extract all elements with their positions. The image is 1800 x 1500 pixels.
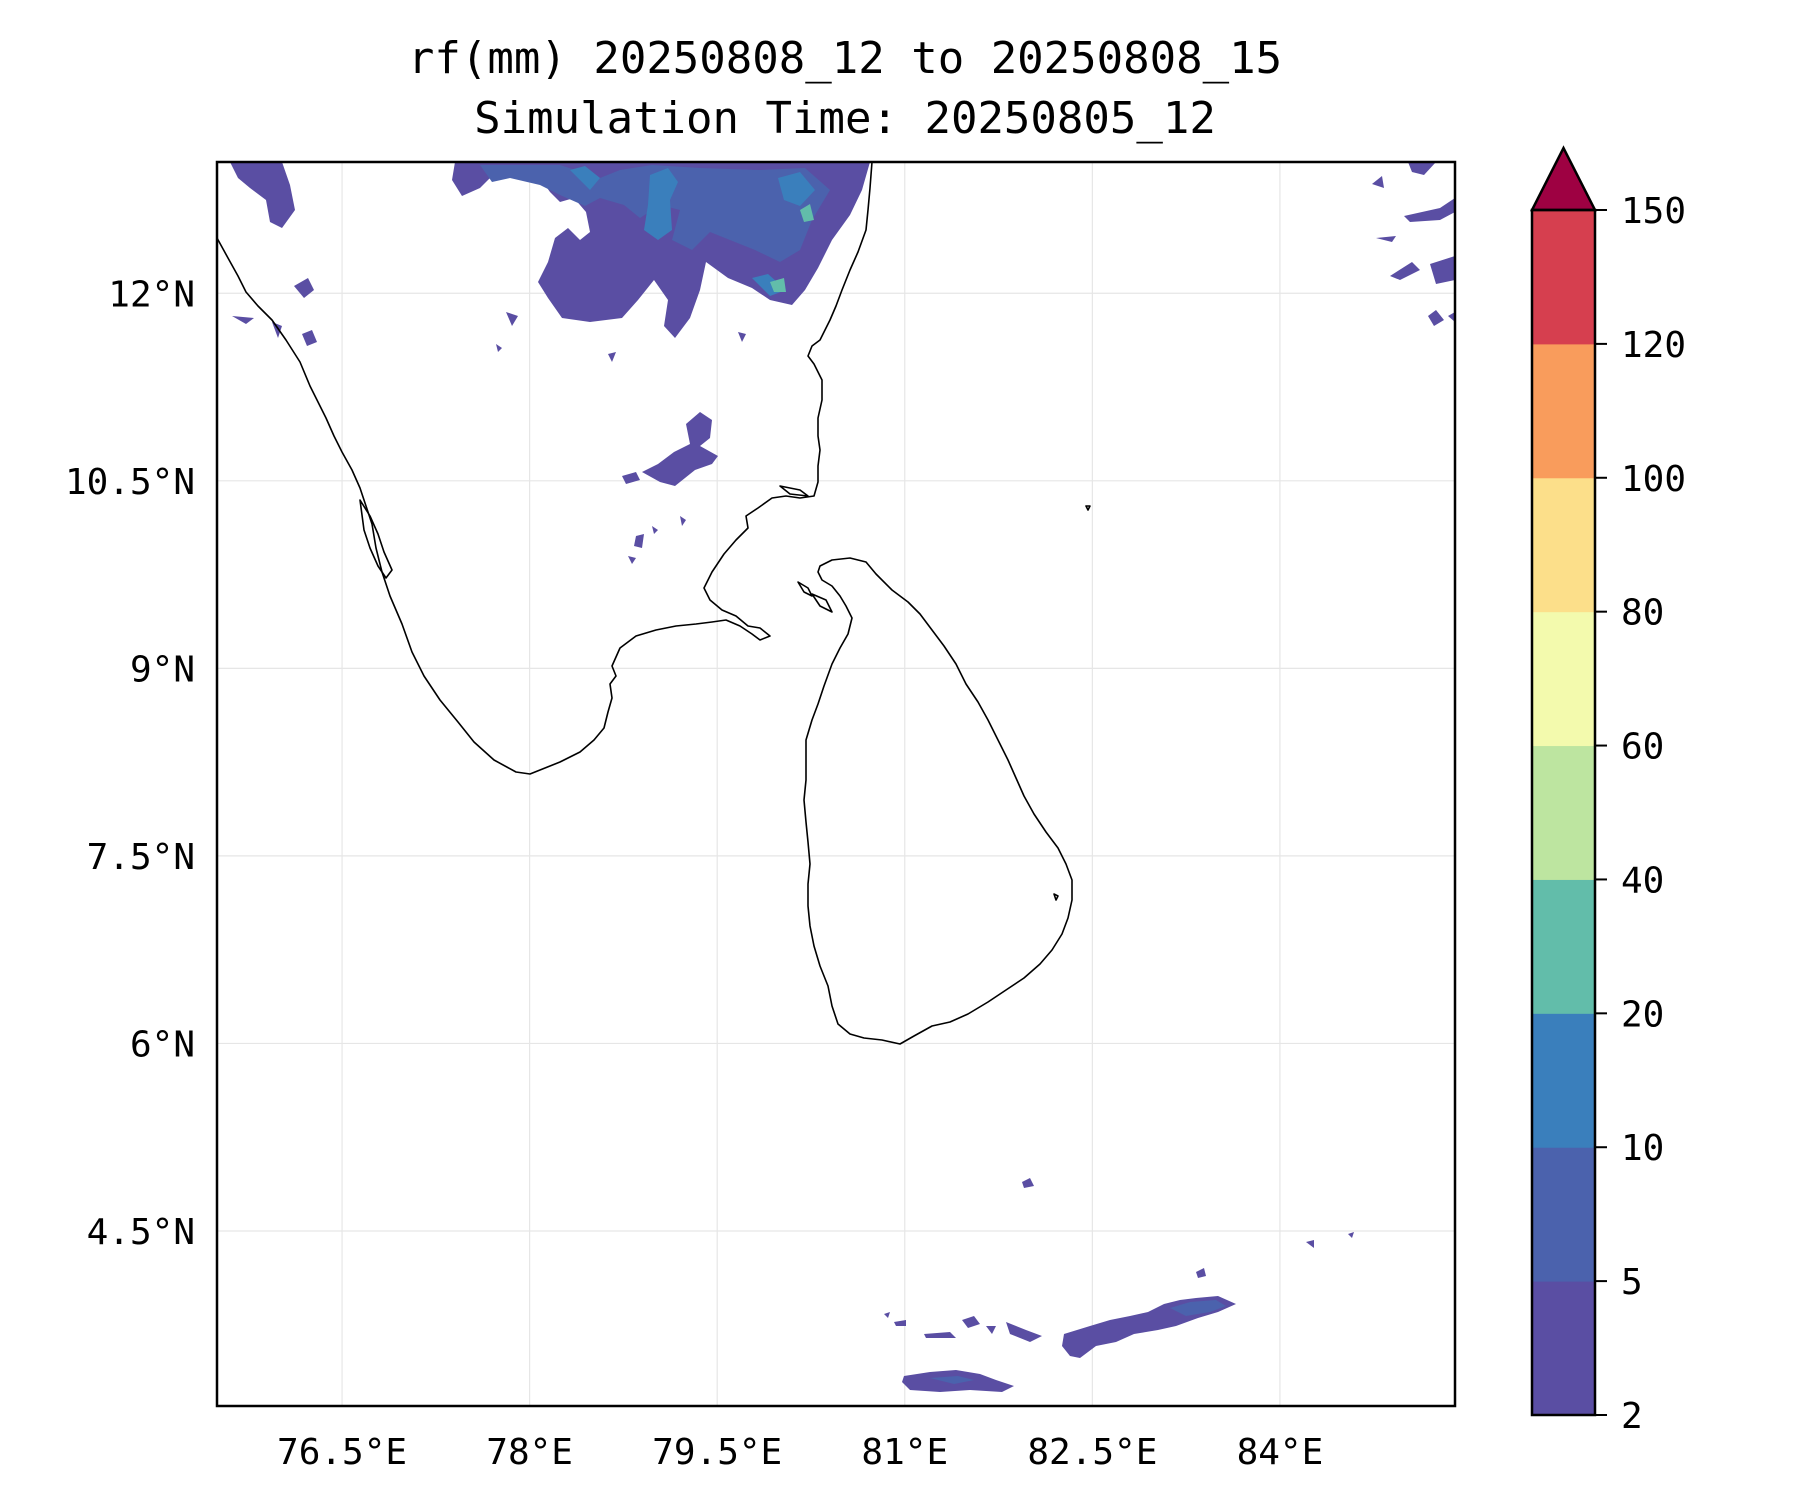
rain-cell xyxy=(1376,236,1396,242)
rain-cell xyxy=(884,1312,890,1318)
rain-cell xyxy=(480,165,830,262)
rain-cell xyxy=(634,534,644,548)
colorbar-segment xyxy=(1532,879,1595,1014)
rain-cell xyxy=(800,204,814,222)
rain-cell xyxy=(930,1376,974,1384)
rain-cell xyxy=(496,344,502,352)
rain-cell xyxy=(894,1320,906,1326)
rain-cell xyxy=(778,172,815,206)
colorbar-segment xyxy=(1532,477,1595,613)
x-tick-label: 81°E xyxy=(861,1432,948,1473)
colorbar-segment xyxy=(1532,1013,1595,1148)
colorbar-tick-label: 80 xyxy=(1621,593,1664,634)
rain-cell xyxy=(924,1332,956,1338)
rain-cell xyxy=(652,526,658,534)
rain-cell xyxy=(1306,1240,1314,1248)
rain-cell xyxy=(738,332,746,342)
colorbar-segment xyxy=(1532,1281,1595,1416)
coastline-india xyxy=(217,162,873,775)
chart-title-line-1: rf(mm) 20250808_12 to 20250808_15 xyxy=(407,33,1283,84)
x-tick-label: 84°E xyxy=(1237,1432,1324,1473)
rain-cell xyxy=(608,352,616,362)
map-gridlines xyxy=(217,162,1455,1406)
rain-cell xyxy=(680,516,686,526)
colorbar-tick-label: 5 xyxy=(1621,1262,1643,1303)
rain-cell xyxy=(1006,1322,1042,1342)
y-tick-label: 4.5°N xyxy=(87,1212,195,1253)
colorbar-tick-label: 60 xyxy=(1621,727,1664,768)
colorbar-tick-label: 40 xyxy=(1621,860,1664,901)
y-tick-label: 6°N xyxy=(130,1024,195,1065)
colorbar-segment xyxy=(1532,210,1595,345)
colorbar-tick-label: 2 xyxy=(1621,1396,1643,1437)
y-tick-label: 12°N xyxy=(108,274,195,315)
coastline-islet xyxy=(1053,893,1059,901)
x-tick-label: 82.5°E xyxy=(1027,1432,1157,1473)
chart-title-line-2: Simulation Time: 20250805_12 xyxy=(474,93,1216,144)
y-tick-label: 9°N xyxy=(130,649,195,690)
rain-cell xyxy=(1170,1300,1226,1316)
rain-cell xyxy=(1404,198,1455,222)
y-axis: 12°N 10.5°N 9°N 7.5°N 6°N 4.5°N xyxy=(65,274,195,1253)
rain-cell xyxy=(1196,1268,1206,1278)
colorbar-segment xyxy=(1532,1147,1595,1282)
rain-cell xyxy=(272,322,282,338)
coastline-islet xyxy=(1085,505,1091,511)
x-tick-label: 78°E xyxy=(486,1432,573,1473)
colorbar-tick-label: 100 xyxy=(1621,459,1686,500)
colorbar-tick-label: 120 xyxy=(1621,325,1686,366)
rain-cell xyxy=(1390,262,1420,280)
rain-cell xyxy=(506,312,518,326)
rainfall-contours xyxy=(230,162,1455,1392)
coastline-palk-island xyxy=(797,581,813,597)
map-frame xyxy=(215,160,1457,1408)
x-axis: 76.5°E 78°E 79.5°E 81°E 82.5°E 84°E xyxy=(277,1432,1323,1473)
colorbar-tick-label: 10 xyxy=(1621,1128,1664,1169)
coastline-palk-island xyxy=(811,593,833,613)
coastlines xyxy=(217,162,1091,1045)
rain-cell xyxy=(1408,162,1436,175)
colorbar-segment xyxy=(1532,611,1595,747)
rain-cell xyxy=(230,162,295,228)
rain-cell xyxy=(642,412,718,486)
colorbar: 2 5 10 20 40 60 80 100 120 150 xyxy=(1529,145,1686,1437)
rain-cell xyxy=(302,330,317,346)
coastline-islet xyxy=(779,485,809,497)
coastline-sri-lanka xyxy=(803,557,1073,1045)
x-tick-label: 76.5°E xyxy=(277,1432,407,1473)
rain-cell xyxy=(1448,312,1455,322)
map-content xyxy=(217,162,1455,1392)
rain-cell xyxy=(1348,1232,1354,1238)
y-tick-label: 10.5°N xyxy=(65,462,195,503)
rain-cell xyxy=(1372,176,1384,188)
colorbar-segment xyxy=(1532,343,1595,479)
colorbar-tick-label: 150 xyxy=(1621,191,1686,232)
rain-cell xyxy=(644,168,678,240)
rain-cell xyxy=(1022,1178,1034,1188)
rain-cell xyxy=(294,278,314,298)
x-tick-label: 79.5°E xyxy=(652,1432,782,1473)
rain-cell xyxy=(1430,256,1455,284)
colorbar-frame xyxy=(1530,208,1597,1417)
colorbar-segment xyxy=(1532,745,1595,880)
rain-cell xyxy=(770,278,786,292)
coastline-kerala-backwater xyxy=(359,499,393,579)
rain-cell xyxy=(1428,310,1444,326)
rain-cell xyxy=(628,556,636,564)
rain-cell xyxy=(570,166,600,190)
rain-cell xyxy=(622,472,640,484)
colorbar-extend-arrow xyxy=(1529,145,1598,212)
rain-cell xyxy=(986,1326,996,1334)
y-tick-label: 7.5°N xyxy=(87,837,195,878)
rain-cell xyxy=(232,316,254,324)
rain-cell xyxy=(962,1316,980,1328)
colorbar-tick-label: 20 xyxy=(1621,994,1664,1035)
